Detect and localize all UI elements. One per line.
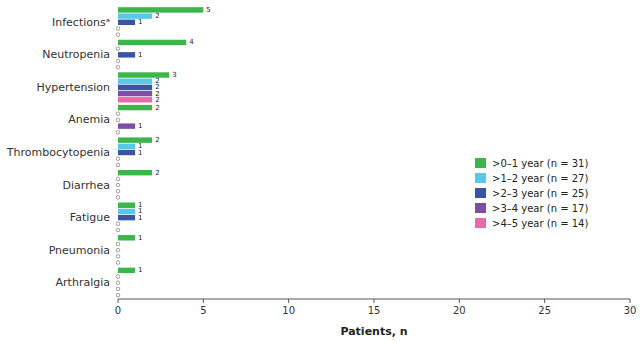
bar: [118, 203, 135, 208]
bar: [118, 170, 152, 175]
x-tick: [630, 299, 631, 303]
x-tick-label: 0: [115, 305, 121, 316]
bar: [118, 268, 135, 273]
legend-label: >2–3 year (n = 25): [492, 188, 588, 199]
bar: [118, 144, 135, 149]
x-tick-label: 20: [453, 305, 466, 316]
zero-marker: [116, 59, 120, 63]
legend-label: >3–4 year (n = 17): [492, 203, 588, 214]
bar: [118, 209, 135, 214]
data-label: 1: [138, 122, 142, 130]
bar: [118, 7, 203, 12]
data-label: 1: [138, 214, 142, 222]
zero-marker: [116, 248, 120, 252]
zero-marker: [116, 157, 120, 161]
zero-marker: [116, 163, 120, 167]
x-tick: [544, 299, 545, 303]
data-label: 1: [138, 266, 142, 274]
legend-swatch: [475, 203, 486, 213]
x-tick: [118, 299, 119, 303]
zero-marker: [116, 255, 120, 259]
x-tick-label: 5: [200, 305, 206, 316]
data-label: 2: [155, 96, 159, 104]
legend: >0–1 year (n = 31) >1–2 year (n = 27) >2–3…: [475, 158, 588, 229]
zero-marker: [116, 242, 120, 246]
zero-marker: [116, 183, 120, 187]
data-label: 2: [155, 104, 159, 112]
bar: [118, 72, 169, 77]
zero-marker: [116, 189, 120, 193]
x-axis-label: Patients, n: [340, 325, 407, 338]
bar: [118, 150, 135, 155]
category-label: Fatigue: [70, 211, 110, 224]
chart: 543222111221111211212InfectionsᵃNeutrope…: [0, 0, 640, 341]
zero-marker: [116, 222, 120, 226]
zero-marker: [116, 228, 120, 232]
zero-marker: [116, 177, 120, 181]
bars: [118, 7, 203, 273]
legend-swatch: [475, 173, 486, 183]
zero-marker: [116, 281, 120, 285]
bar: [118, 215, 135, 220]
data-labels: 543222111221111211212: [138, 6, 211, 274]
bar: [118, 137, 152, 142]
data-label: 2: [155, 12, 159, 20]
x-tick-label: 10: [282, 305, 295, 316]
category-label: Diarrhea: [63, 179, 110, 192]
bar: [118, 235, 135, 240]
category-label: Hypertension: [36, 81, 110, 94]
zero-marker: [116, 131, 120, 135]
category-label: Neutropenia: [42, 48, 110, 61]
data-label: 3: [172, 71, 176, 79]
bar: [118, 78, 152, 83]
legend-label: >0–1 year (n = 31): [492, 158, 588, 169]
x-tick-label: 15: [368, 305, 381, 316]
data-label: 4: [189, 38, 194, 46]
zero-marker: [116, 275, 120, 279]
data-label: 1: [138, 149, 142, 157]
category-label: Pneumonia: [49, 244, 110, 257]
bar: [118, 20, 135, 25]
x-tick-label: 25: [538, 305, 551, 316]
zero-marker: [116, 47, 120, 51]
legend-label: >1–2 year (n = 27): [492, 173, 588, 184]
chart-container: 543222111221111211212InfectionsᵃNeutrope…: [0, 0, 640, 341]
data-label: 1: [138, 51, 142, 59]
zero-marker: [116, 27, 120, 31]
zero-marker: [116, 261, 120, 265]
x-tick: [459, 299, 460, 303]
zero-marker: [116, 112, 120, 116]
zero-marker: [116, 287, 120, 291]
data-label: 5: [206, 6, 210, 14]
bar: [118, 13, 152, 18]
legend-swatch: [475, 218, 486, 228]
bar: [118, 40, 186, 45]
category-label: Infectionsᵃ: [52, 16, 110, 29]
x-tick: [203, 299, 204, 303]
zero-marker: [116, 65, 120, 69]
x-tick: [288, 299, 289, 303]
bar: [118, 85, 152, 90]
zero-marker: [116, 293, 120, 297]
x-tick: [374, 299, 375, 303]
bar: [118, 123, 135, 128]
x-tick-label: 30: [624, 305, 637, 316]
category-label: Thrombocytopenia: [6, 146, 110, 159]
bar: [118, 91, 152, 96]
bar: [118, 52, 135, 57]
zero-marker: [116, 33, 120, 37]
data-label: 1: [138, 18, 142, 26]
data-label: 2: [155, 136, 159, 144]
category-label: Anemia: [68, 113, 110, 126]
bar: [118, 105, 152, 110]
category-label: Arthralgia: [56, 276, 110, 289]
data-label: 1: [138, 234, 142, 242]
legend-swatch: [475, 188, 486, 198]
legend-label: >4–5 year (n = 14): [492, 218, 588, 229]
zero-marker: [116, 118, 120, 122]
legend-swatch: [475, 158, 486, 168]
data-label: 2: [155, 169, 159, 177]
zero-marker: [116, 196, 120, 200]
bar: [118, 97, 152, 102]
